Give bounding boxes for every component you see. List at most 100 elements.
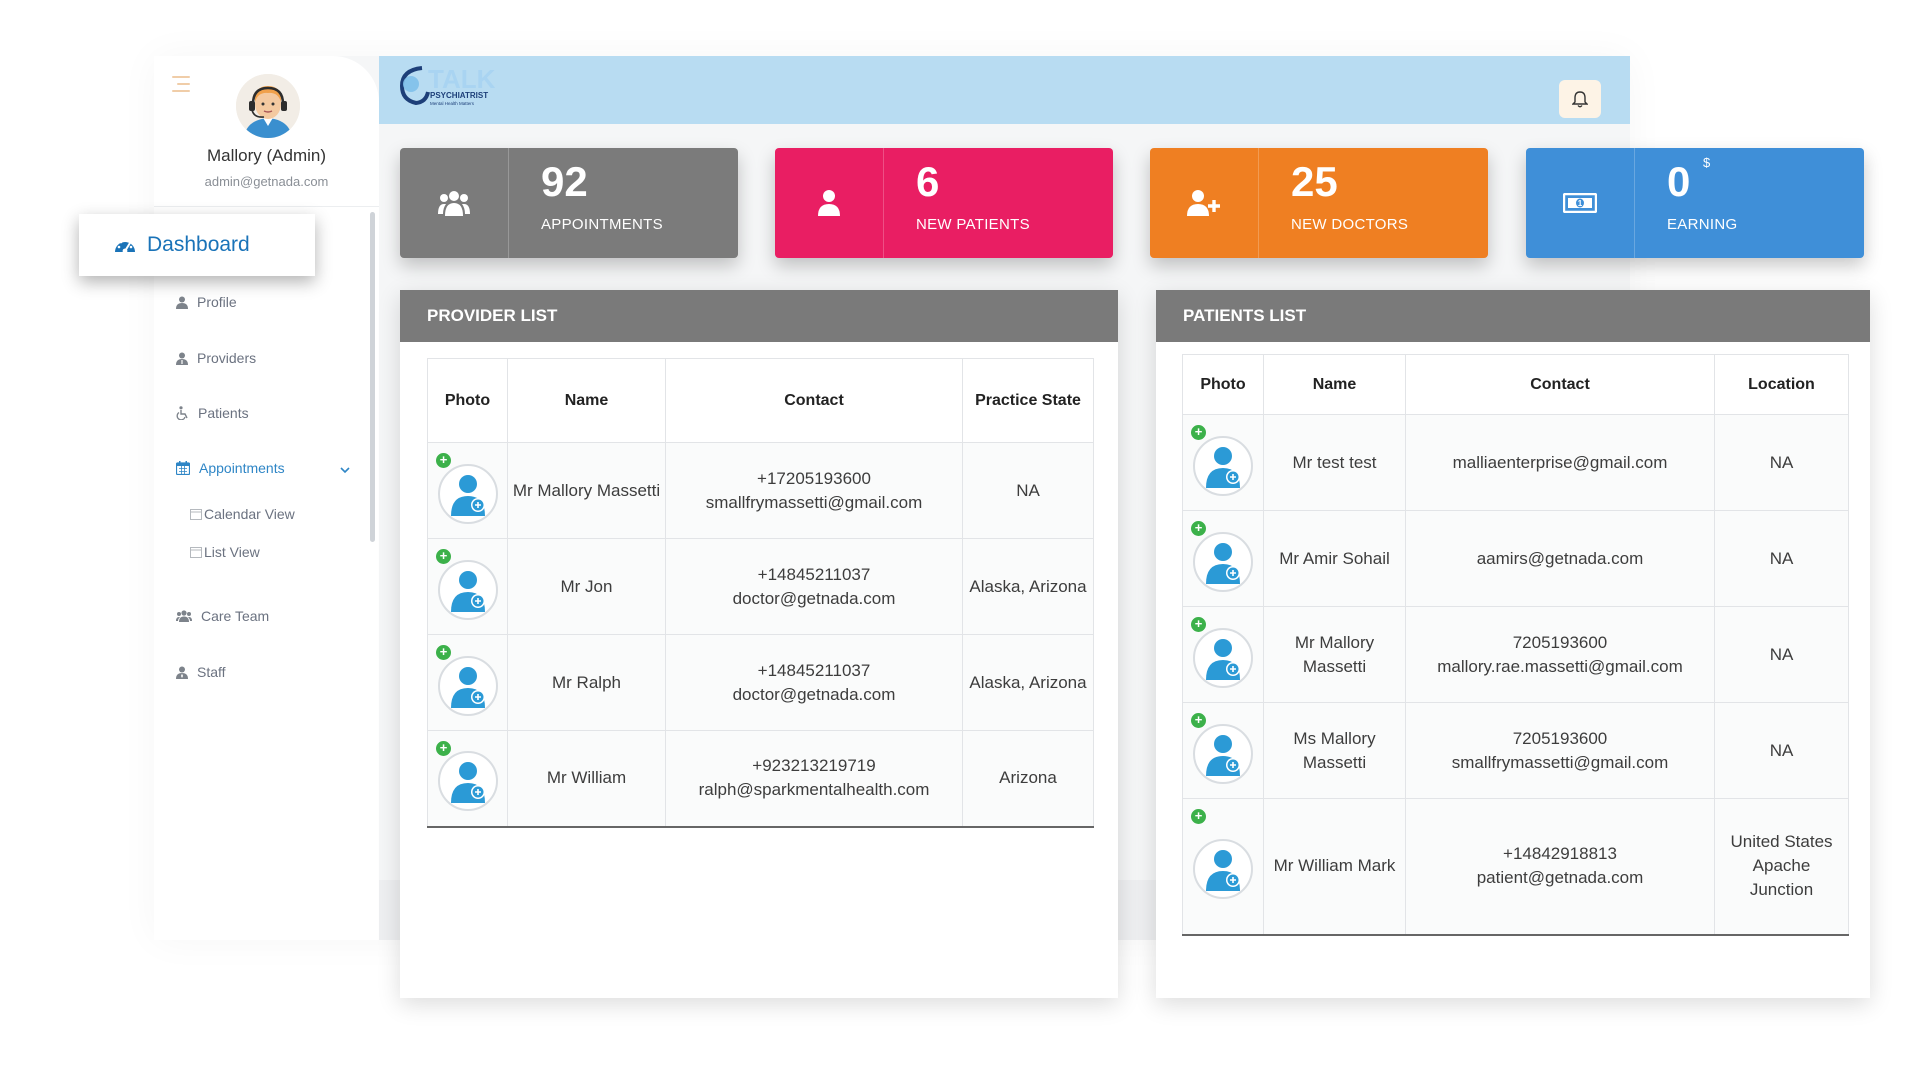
contact-email: mallory.rae.massetti@gmail.com xyxy=(1437,656,1683,676)
sidebar-item-label: Calendar View xyxy=(204,506,295,522)
add-icon[interactable]: + xyxy=(1191,713,1206,728)
column-header: Photo xyxy=(1182,354,1264,415)
svg-text:1: 1 xyxy=(1578,199,1583,208)
stat-label: NEW DOCTORS xyxy=(1291,216,1409,233)
stat-card-new-doctors[interactable]: 25 NEW DOCTORS xyxy=(1150,148,1488,258)
provider-avatar-icon[interactable] xyxy=(437,655,498,716)
provider-avatar-icon[interactable] xyxy=(437,463,498,524)
sidebar xyxy=(154,56,379,940)
column-header: Contact xyxy=(1405,354,1715,415)
table-row[interactable]: + Mr Mallory Massetti 7205193600 mallory.… xyxy=(1182,606,1849,703)
sidebar-item-profile[interactable]: Profile xyxy=(176,294,237,310)
photo-cell: + xyxy=(1182,702,1264,799)
provider-name: Mr Ralph xyxy=(507,634,666,731)
contact-phone: 7205193600 xyxy=(1512,632,1608,652)
table-row[interactable]: + Mr test test malliaenterprise@gmail.co… xyxy=(1182,414,1849,511)
provider-contact: +14845211037 doctor@getnada.com xyxy=(665,634,963,731)
sidebar-item-patients[interactable]: Patients xyxy=(176,405,249,421)
provider-table: Photo Name Contact Practice State + Mr M… xyxy=(427,358,1094,828)
patient-avatar-icon[interactable] xyxy=(1193,723,1253,784)
table-header-row: Photo Name Contact Practice State xyxy=(427,358,1094,443)
table-row[interactable]: + Mr William Mark +14842918813 patient@ge… xyxy=(1182,798,1849,936)
stat-card-earning[interactable]: 1 0 $ EARNING xyxy=(1526,148,1864,258)
column-header: Name xyxy=(507,358,666,443)
table-row[interactable]: + Mr Amir Sohail aamirs@getnada.com NA xyxy=(1182,510,1849,607)
avatar[interactable] xyxy=(236,74,300,138)
users-icon xyxy=(176,610,192,622)
photo-cell: + xyxy=(427,442,508,539)
sidebar-item-appointments[interactable]: Appointments xyxy=(176,460,285,476)
brand-logo[interactable]: TALK PSYCHIATRIST Mental Health Matters xyxy=(398,62,516,116)
add-icon[interactable]: + xyxy=(1191,425,1206,440)
table-row[interactable]: + Mr Jon +14845211037 doctor@getnada.com … xyxy=(427,538,1094,635)
top-bar xyxy=(379,56,1630,124)
sidebar-item-calendar-view[interactable]: Calendar View xyxy=(190,506,295,522)
patient-avatar-icon[interactable] xyxy=(1193,627,1253,688)
sidebar-scrollbar[interactable] xyxy=(370,212,375,542)
practice-state: NA xyxy=(962,442,1094,539)
contact-email: aamirs@getnada.com xyxy=(1476,548,1644,568)
add-icon[interactable]: + xyxy=(1191,521,1206,536)
logo-tagline: Mental Health Matters xyxy=(430,101,475,106)
add-icon[interactable]: + xyxy=(436,741,451,756)
sidebar-item-staff[interactable]: Staff xyxy=(176,664,226,680)
provider-contact: +14845211037 doctor@getnada.com xyxy=(665,538,963,635)
patient-contact: aamirs@getnada.com xyxy=(1405,510,1715,607)
column-header: Photo xyxy=(427,358,508,443)
patients-list-panel: PATIENTS LIST Photo Name Contact Locatio… xyxy=(1156,290,1870,998)
add-icon[interactable]: + xyxy=(436,645,451,660)
card-divider xyxy=(883,148,884,258)
card-divider xyxy=(1634,148,1635,258)
table-row[interactable]: + Mr Ralph +14845211037 doctor@getnada.co… xyxy=(427,634,1094,731)
practice-state: Arizona xyxy=(962,730,1094,828)
column-header: Location xyxy=(1714,354,1849,415)
patient-avatar-icon[interactable] xyxy=(1193,531,1253,592)
table-row[interactable]: + Mr Mallory Massetti +17205193600 smallf… xyxy=(427,442,1094,539)
user-tie-icon xyxy=(176,666,188,679)
menu-toggle-icon[interactable] xyxy=(172,76,190,98)
currency-symbol: $ xyxy=(1703,155,1711,170)
sidebar-item-label: Patients xyxy=(198,405,249,421)
provider-contact: +923213219719 ralph@sparkmentalhealth.com xyxy=(665,730,963,828)
stat-label: EARNING xyxy=(1667,216,1738,233)
column-header: Name xyxy=(1263,354,1406,415)
table-row[interactable]: + Mr William +923213219719 ralph@sparkmen… xyxy=(427,730,1094,828)
provider-avatar-icon[interactable] xyxy=(437,751,498,812)
provider-name: Mr Mallory Massetti xyxy=(507,442,666,539)
add-icon[interactable]: + xyxy=(436,453,451,468)
stat-value: 92 xyxy=(541,158,588,205)
patient-name: Mr Amir Sohail xyxy=(1263,510,1406,607)
add-icon[interactable]: + xyxy=(1191,809,1206,824)
sidebar-item-dashboard[interactable]: Dashboard xyxy=(79,214,315,276)
practice-state: Alaska, Arizona xyxy=(962,538,1094,635)
contact-email: doctor@getnada.com xyxy=(732,588,896,608)
contact-phone: +14845211037 xyxy=(757,564,871,584)
table-row[interactable]: + Ms Mallory Massetti 7205193600 smallfry… xyxy=(1182,702,1849,799)
provider-contact: +17205193600 smallfrymassetti@gmail.com xyxy=(665,442,963,539)
stat-card-appointments[interactable]: 92 APPOINTMENTS xyxy=(400,148,738,258)
photo-cell: + xyxy=(1182,798,1264,936)
user-plus-icon xyxy=(1187,190,1220,216)
chevron-down-icon[interactable] xyxy=(340,463,350,477)
provider-avatar-icon[interactable] xyxy=(437,559,498,620)
provider-name: Mr Jon xyxy=(507,538,666,635)
notifications-button[interactable] xyxy=(1559,80,1601,118)
patient-contact: malliaenterprise@gmail.com xyxy=(1405,414,1715,511)
sidebar-item-list-view[interactable]: List View xyxy=(190,544,260,560)
stat-value: 25 xyxy=(1291,158,1338,205)
contact-email: malliaenterprise@gmail.com xyxy=(1452,452,1668,472)
sidebar-item-providers[interactable]: Providers xyxy=(176,350,256,366)
patient-location: NA xyxy=(1714,414,1849,511)
patient-avatar-icon[interactable] xyxy=(1193,839,1253,900)
add-icon[interactable]: + xyxy=(1191,617,1206,632)
sidebar-item-label: List View xyxy=(204,544,260,560)
photo-cell: + xyxy=(427,730,508,828)
sidebar-item-care-team[interactable]: Care Team xyxy=(176,608,269,624)
patient-name: Mr William Mark xyxy=(1263,798,1406,936)
add-icon[interactable]: + xyxy=(436,549,451,564)
patient-location: United States Apache Junction xyxy=(1714,798,1849,936)
sidebar-item-label: Profile xyxy=(197,294,237,310)
patient-name: Mr test test xyxy=(1263,414,1406,511)
stat-card-new-patients[interactable]: 6 NEW PATIENTS xyxy=(775,148,1113,258)
patient-avatar-icon[interactable] xyxy=(1193,435,1253,496)
